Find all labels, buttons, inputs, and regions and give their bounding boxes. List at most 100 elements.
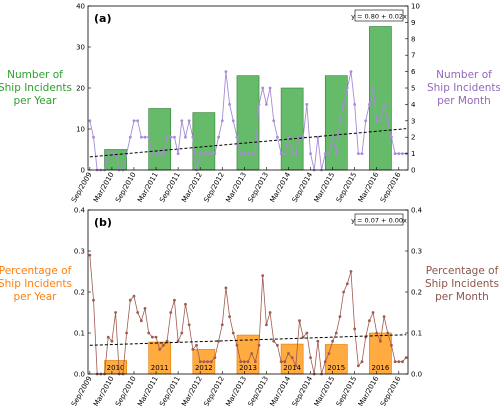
panel-a-x-tick-label-8: Sep/2013 bbox=[247, 171, 271, 204]
panel-a-monthly-point-56 bbox=[294, 152, 298, 156]
panel-a-monthly-point-26 bbox=[184, 135, 187, 139]
panel-b-monthly-point-26 bbox=[184, 302, 187, 306]
panel-a-monthly-point-13 bbox=[136, 119, 140, 123]
panel-a-monthly-point-21 bbox=[165, 135, 169, 139]
panel-b-monthly-point-67 bbox=[334, 331, 338, 335]
panel-b-monthly-point-41 bbox=[239, 360, 243, 364]
panel-b-monthly-point-53 bbox=[283, 360, 287, 364]
panel-b-left-label-line2: Ship Incidents bbox=[0, 278, 72, 290]
panel-b-monthly-point-48 bbox=[264, 323, 268, 327]
panel-a-monthly-point-46 bbox=[257, 103, 261, 106]
panel-b-bar-label-3: 2013 bbox=[239, 364, 257, 372]
panel-a-monthly-point-72 bbox=[353, 103, 357, 106]
panel-b-monthly-point-17 bbox=[150, 335, 154, 339]
panel-a-label: (a) bbox=[94, 12, 111, 25]
panel-a-monthly-point-51 bbox=[276, 135, 279, 139]
panel-b-monthly-point-65 bbox=[327, 352, 331, 355]
panel-b-monthly-point-62 bbox=[316, 339, 320, 343]
panel-a-monthly-point-28 bbox=[191, 135, 195, 139]
panel-a-right-tick-label-3: 3 bbox=[411, 117, 415, 125]
panel-a-monthly-point-27 bbox=[187, 119, 191, 123]
panel-a-monthly-point-40 bbox=[235, 135, 239, 139]
panel-a-left-tick-label-4: 40 bbox=[76, 3, 85, 11]
panel-a-monthly-point-68 bbox=[338, 119, 342, 123]
panel-b-monthly-point-66 bbox=[331, 339, 334, 343]
panel-a-monthly-point-36 bbox=[220, 119, 224, 123]
panel-b-right-tick-label-4: 0.4 bbox=[411, 207, 423, 215]
panel-a-right-tick-label-6: 6 bbox=[411, 68, 416, 76]
panel-a-x-tick-label-1: Mar/2010 bbox=[92, 171, 116, 204]
panel-a-x-tick-label-4: Sep/2011 bbox=[158, 171, 182, 204]
panel-b-right-tick-label-0: 0.0 bbox=[411, 371, 422, 379]
panel-a-bar-2 bbox=[192, 112, 216, 171]
panel-a-right-label-line3: per Month bbox=[437, 95, 491, 107]
panel-b-monthly-point-6 bbox=[110, 339, 114, 343]
panel-a-monthly-point-54 bbox=[287, 135, 290, 139]
panel-b-x-tick-label-3: Mar/2011 bbox=[136, 375, 160, 406]
panel-a-monthly-point-22 bbox=[169, 135, 173, 139]
panel-b-monthly-point-60 bbox=[309, 356, 312, 359]
panel-b-monthly-point-70 bbox=[345, 282, 349, 286]
panel-a-equation: y = 0.80 + 0.02x bbox=[351, 13, 407, 21]
panel-a-x-tick-label-11: Mar/2015 bbox=[313, 171, 337, 204]
panel-a-x-tick-label-12: Sep/2015 bbox=[335, 171, 359, 204]
panel-b-monthly-point-10 bbox=[125, 331, 129, 335]
panel-a-monthly-point-33 bbox=[209, 152, 213, 156]
panel-b-monthly-point-16 bbox=[147, 331, 151, 335]
panel-b-monthly-point-38 bbox=[228, 315, 232, 318]
panel-b-monthly-point-74 bbox=[360, 360, 364, 364]
panel-b-monthly-point-56 bbox=[294, 364, 298, 368]
panel-b-monthly-point-83 bbox=[393, 360, 397, 364]
panel-a-monthly-point-64 bbox=[323, 152, 327, 156]
panel-b-left-label-line1: Percentage of bbox=[0, 265, 72, 277]
panel-b-monthly-point-43 bbox=[246, 360, 250, 364]
panel-a-monthly-point-19 bbox=[158, 152, 162, 156]
panel-a-monthly-point-16 bbox=[147, 135, 151, 139]
panel-b-x-tick-label-10: Sep/2014 bbox=[291, 375, 315, 406]
panel-b-right-tick-label-2: 0.2 bbox=[411, 289, 422, 297]
panel-b-monthly-point-25 bbox=[180, 331, 184, 335]
panel-b-monthly-point-0 bbox=[88, 253, 92, 257]
panel-a-right-tick-label-1: 1 bbox=[411, 150, 415, 158]
panel-a-monthly-point-32 bbox=[206, 152, 209, 156]
panel-a-monthly-point-82 bbox=[390, 135, 393, 139]
panel-b-monthly-point-82 bbox=[390, 343, 393, 347]
panel-b-monthly-point-37 bbox=[224, 286, 228, 290]
panel-b-equation-box bbox=[354, 213, 404, 226]
panel-a-x-tick-label-2: Sep/2010 bbox=[114, 171, 138, 204]
panel-b-monthly-point-22 bbox=[169, 311, 173, 314]
panel-b-monthly-point-36 bbox=[220, 323, 224, 327]
panel-a-monthly-point-81 bbox=[386, 119, 390, 123]
panel-a-monthly-point-69 bbox=[342, 103, 346, 106]
panel-b-monthly-point-20 bbox=[162, 343, 165, 347]
panel-a-monthly-point-20 bbox=[162, 152, 165, 156]
panel-a-x-tick-label-9: Mar/2014 bbox=[269, 171, 293, 204]
panel-a-monthly-point-18 bbox=[154, 152, 158, 156]
panel-b-monthly-point-39 bbox=[231, 331, 235, 335]
panel-b-monthly-point-46 bbox=[257, 343, 261, 347]
panel-b-monthly-point-80 bbox=[382, 315, 386, 318]
panel-a-monthly-point-34 bbox=[213, 152, 217, 156]
panel-a-x-tick-label-13: Mar/2016 bbox=[357, 171, 381, 204]
panel-b-monthly-point-18 bbox=[154, 335, 158, 339]
panel-a-monthly-point-1 bbox=[92, 135, 95, 139]
panel-a-monthly-point-24 bbox=[176, 152, 180, 156]
panel-a-monthly-point-60 bbox=[309, 152, 312, 156]
panel-b-monthly-point-77 bbox=[371, 311, 375, 314]
panel-a-x-tick-label-3: Mar/2011 bbox=[136, 171, 160, 204]
panel-b-monthly-point-51 bbox=[276, 343, 279, 347]
panel-a-bar-6 bbox=[369, 26, 392, 171]
panel-a-monthly-point-48 bbox=[264, 103, 268, 106]
panel-b-monthly-point-79 bbox=[379, 339, 382, 343]
panel-a-monthly-point-65 bbox=[327, 152, 331, 156]
panel-b-monthly-point-57 bbox=[298, 319, 301, 323]
panel-b-monthly-point-5 bbox=[106, 335, 110, 339]
panel-b-monthly-point-64 bbox=[323, 360, 327, 364]
panel-a-monthly-point-23 bbox=[173, 135, 176, 139]
panel-a: Number of Ship Incidents per Year Number… bbox=[0, 3, 500, 204]
panel-b-monthly-point-52 bbox=[279, 360, 283, 364]
panel-a-monthly-point-15 bbox=[143, 135, 147, 139]
panel-a-right-label-line1: Number of bbox=[436, 69, 492, 81]
panel-b-monthly-point-55 bbox=[290, 356, 294, 359]
panel-b-monthly-point-84 bbox=[397, 360, 401, 364]
